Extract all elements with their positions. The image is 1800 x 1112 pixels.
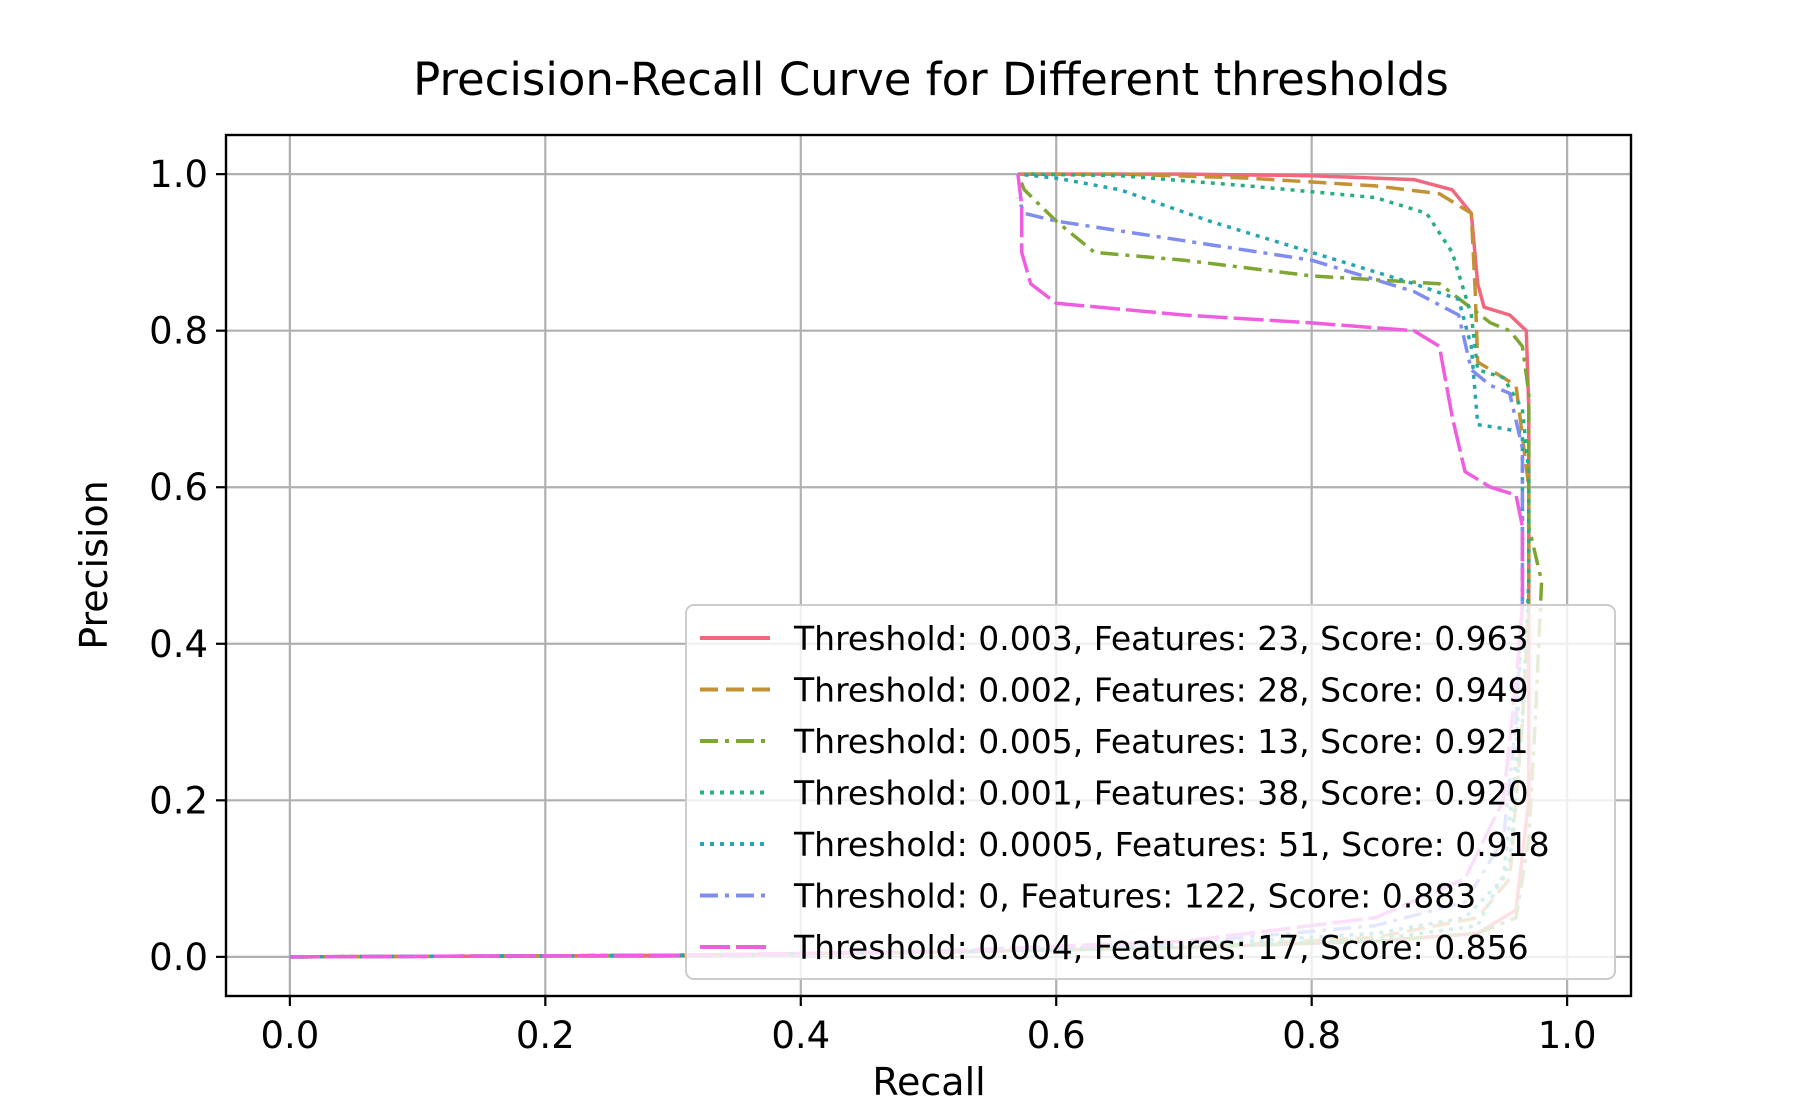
legend-entry-label: Threshold: 0.004, Features: 17, Score: 0…	[793, 928, 1529, 967]
x-tick-label: 0.4	[771, 1014, 830, 1057]
legend-entry-label: Threshold: 0, Features: 122, Score: 0.88…	[793, 877, 1476, 916]
x-axis-label: Recall	[872, 1060, 985, 1104]
axis-ticks: 0.0 0.2 0.4 0.6 0.8 1.0 0.0 0.2 0.4 0.6 0.8 1.0	[149, 153, 1596, 1057]
legend-entry-label: Threshold: 0.003, Features: 23, Score: 0…	[793, 619, 1529, 658]
legend: Threshold: 0.003, Features: 23, Score: 0…	[685, 604, 1616, 980]
chart-title: Precision-Recall Curve for Different thr…	[413, 53, 1449, 106]
legend-entry-label: Threshold: 0.0005, Features: 51, Score: …	[793, 825, 1550, 864]
x-tick-label: 1.0	[1538, 1014, 1597, 1057]
series-line-4	[289, 172, 1531, 959]
y-tick-label: 0.8	[149, 310, 208, 353]
legend-entry-label: Threshold: 0.001, Features: 38, Score: 0…	[793, 774, 1529, 813]
x-tick-label: 0.6	[1027, 1014, 1086, 1057]
legend-box	[685, 604, 1616, 980]
y-tick-label: 0.4	[149, 623, 208, 666]
legend-entry-label: Threshold: 0.005, Features: 13, Score: 0…	[793, 722, 1529, 761]
x-tick-label: 0.0	[260, 1014, 319, 1057]
legend-entry-label: Threshold: 0.002, Features: 28, Score: 0…	[793, 671, 1529, 710]
plot-area-border	[224, 133, 1633, 998]
y-tick-label: 1.0	[149, 153, 208, 196]
y-tick-label: 0.2	[149, 779, 208, 822]
x-tick-label: 0.2	[516, 1014, 575, 1057]
x-tick-label: 0.8	[1282, 1014, 1341, 1057]
y-axis-label: Precision	[72, 480, 116, 650]
y-tick-label: 0.6	[149, 466, 208, 509]
y-tick-label: 0.0	[149, 936, 208, 979]
